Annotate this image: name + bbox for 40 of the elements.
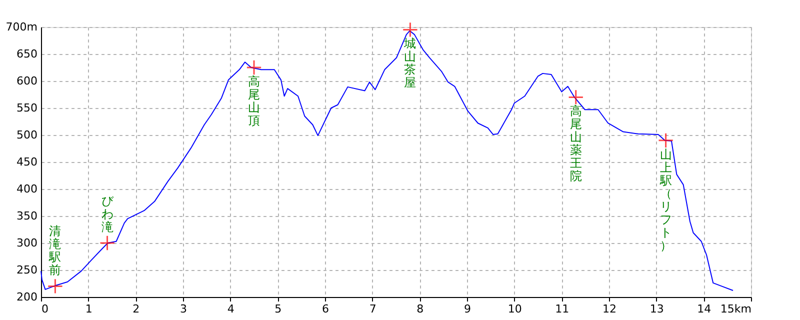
x-tick-label: 9 [464, 302, 471, 316]
annotation: びわ滝 [101, 194, 114, 234]
x-tick-label: 4 [227, 302, 234, 316]
y-tick-label: 350 [16, 210, 38, 222]
x-tick-label: 6 [322, 302, 329, 316]
y-tick-label: 300 [16, 236, 38, 250]
y-tick-label: 250 [16, 264, 38, 276]
x-tick-label: 2 [132, 302, 140, 316]
y-tick-label: 200 [16, 290, 38, 304]
x-tick-label: 8 [416, 302, 424, 316]
annotation: 高尾山頂 [248, 74, 260, 128]
x-tick-label: 11 [555, 302, 570, 316]
annotation: 高尾山薬王院 [570, 104, 582, 184]
x-tick-label: 13 [650, 302, 664, 316]
point [47, 278, 64, 294]
x-tick-label: 1 [85, 302, 92, 316]
annotation: 城山茶屋 [403, 36, 416, 90]
point [658, 132, 674, 148]
x-tick-label: 15km [720, 302, 752, 316]
point [568, 89, 584, 106]
x-tick-label: 5 [274, 302, 282, 316]
line-series [40, 30, 734, 292]
y-tick-label: 700m [6, 20, 38, 34]
x-tick-label: 0 [42, 302, 48, 316]
x-tick-label: 12 [602, 302, 616, 316]
x-tick-label: 10 [508, 302, 522, 316]
y-tick-label: 650 [16, 48, 38, 60]
annotation: 山上駅（リフト） [658, 147, 672, 252]
y-tick-label: 400 [16, 182, 38, 196]
point [99, 235, 116, 251]
point [246, 60, 262, 76]
y-tick-label: 550 [16, 102, 38, 114]
y-tick-label: 600 [16, 74, 38, 88]
annotation: 清滝駅前 [48, 224, 62, 278]
point [402, 22, 418, 38]
x-tick-label: 14 [697, 302, 712, 316]
y-tick-label: 500 [16, 128, 38, 142]
x-tick-label: 7 [369, 302, 376, 316]
y-tick-label: 450 [16, 156, 38, 168]
x-tick-label: 3 [180, 302, 187, 316]
